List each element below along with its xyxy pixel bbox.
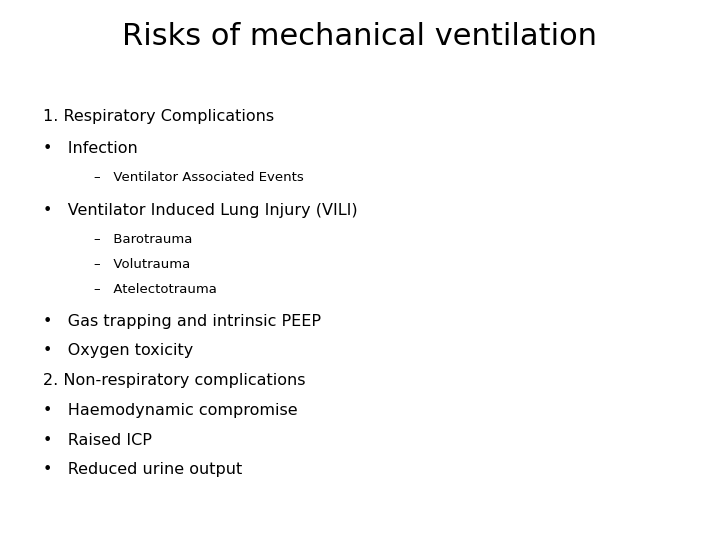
- Text: –   Ventilator Associated Events: – Ventilator Associated Events: [94, 171, 303, 184]
- Text: 1. Respiratory Complications: 1. Respiratory Complications: [43, 109, 274, 124]
- Text: •   Raised ICP: • Raised ICP: [43, 433, 152, 448]
- Text: –   Barotrauma: – Barotrauma: [94, 233, 192, 246]
- Text: –   Volutrauma: – Volutrauma: [94, 258, 190, 271]
- Text: •   Oxygen toxicity: • Oxygen toxicity: [43, 343, 194, 359]
- Text: •   Haemodynamic compromise: • Haemodynamic compromise: [43, 403, 298, 418]
- Text: –   Atelectotrauma: – Atelectotrauma: [94, 284, 217, 296]
- Text: Risks of mechanical ventilation: Risks of mechanical ventilation: [122, 22, 598, 51]
- Text: •   Gas trapping and intrinsic PEEP: • Gas trapping and intrinsic PEEP: [43, 314, 321, 329]
- Text: •   Reduced urine output: • Reduced urine output: [43, 462, 243, 477]
- Text: •   Ventilator Induced Lung Injury (VILI): • Ventilator Induced Lung Injury (VILI): [43, 203, 358, 218]
- Text: 2. Non-respiratory complications: 2. Non-respiratory complications: [43, 373, 306, 388]
- Text: •   Infection: • Infection: [43, 141, 138, 156]
